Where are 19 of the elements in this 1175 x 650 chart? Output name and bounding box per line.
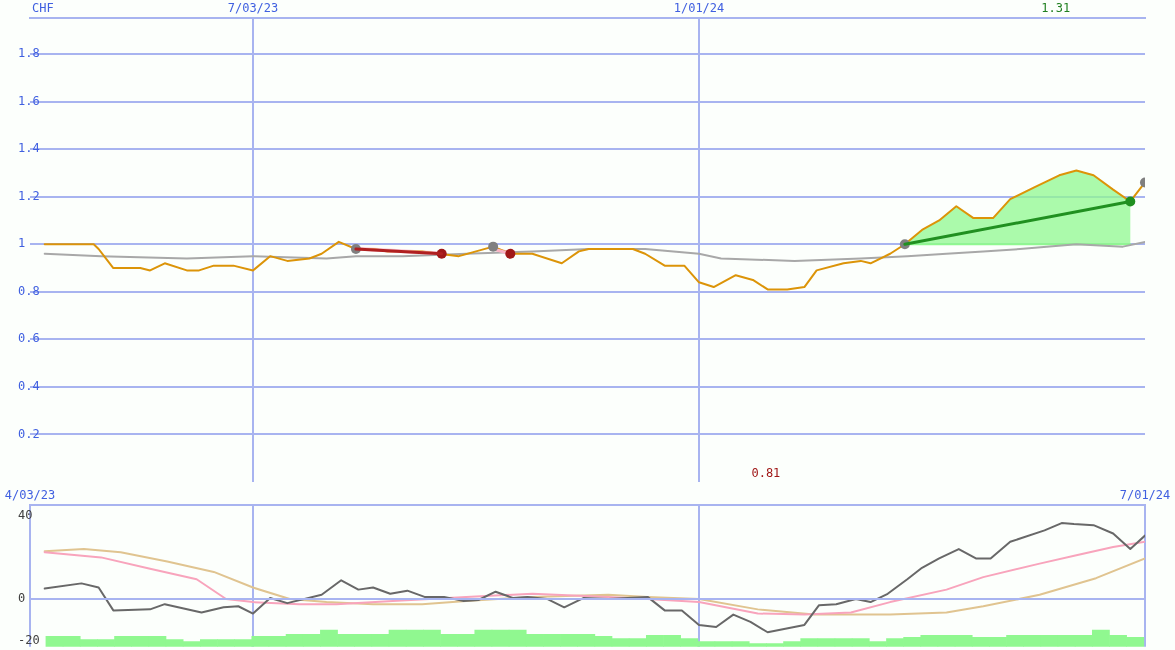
y-tick-label: 0.2	[18, 426, 40, 441]
y-tick-label: 1	[18, 236, 26, 251]
x-tick-label: 7/03/23	[227, 1, 279, 16]
y-tick-label: 1.4	[18, 141, 40, 156]
y-tick-label: 1.8	[18, 46, 40, 61]
y-tick-label: 0.4	[18, 379, 40, 394]
y-tick-label: 40	[18, 507, 33, 522]
y-tick-label: -20	[18, 632, 40, 647]
y-tick-label: 0.8	[18, 283, 40, 298]
y-tick-label: 0.6	[18, 331, 40, 346]
annotation: 0.81	[751, 466, 781, 481]
x-tick-label: 1/01/24	[673, 1, 725, 16]
y-tick-label: 1.6	[18, 93, 40, 108]
text: 1.31	[1041, 0, 1071, 15]
y-tick-label: 0	[18, 591, 26, 606]
x-tick-label: 7/01/24	[1119, 488, 1171, 503]
x-tick-label: 4/03/23	[4, 488, 56, 503]
y-axis-title: CHF	[32, 0, 54, 15]
y-tick-label: 1.2	[18, 188, 40, 203]
